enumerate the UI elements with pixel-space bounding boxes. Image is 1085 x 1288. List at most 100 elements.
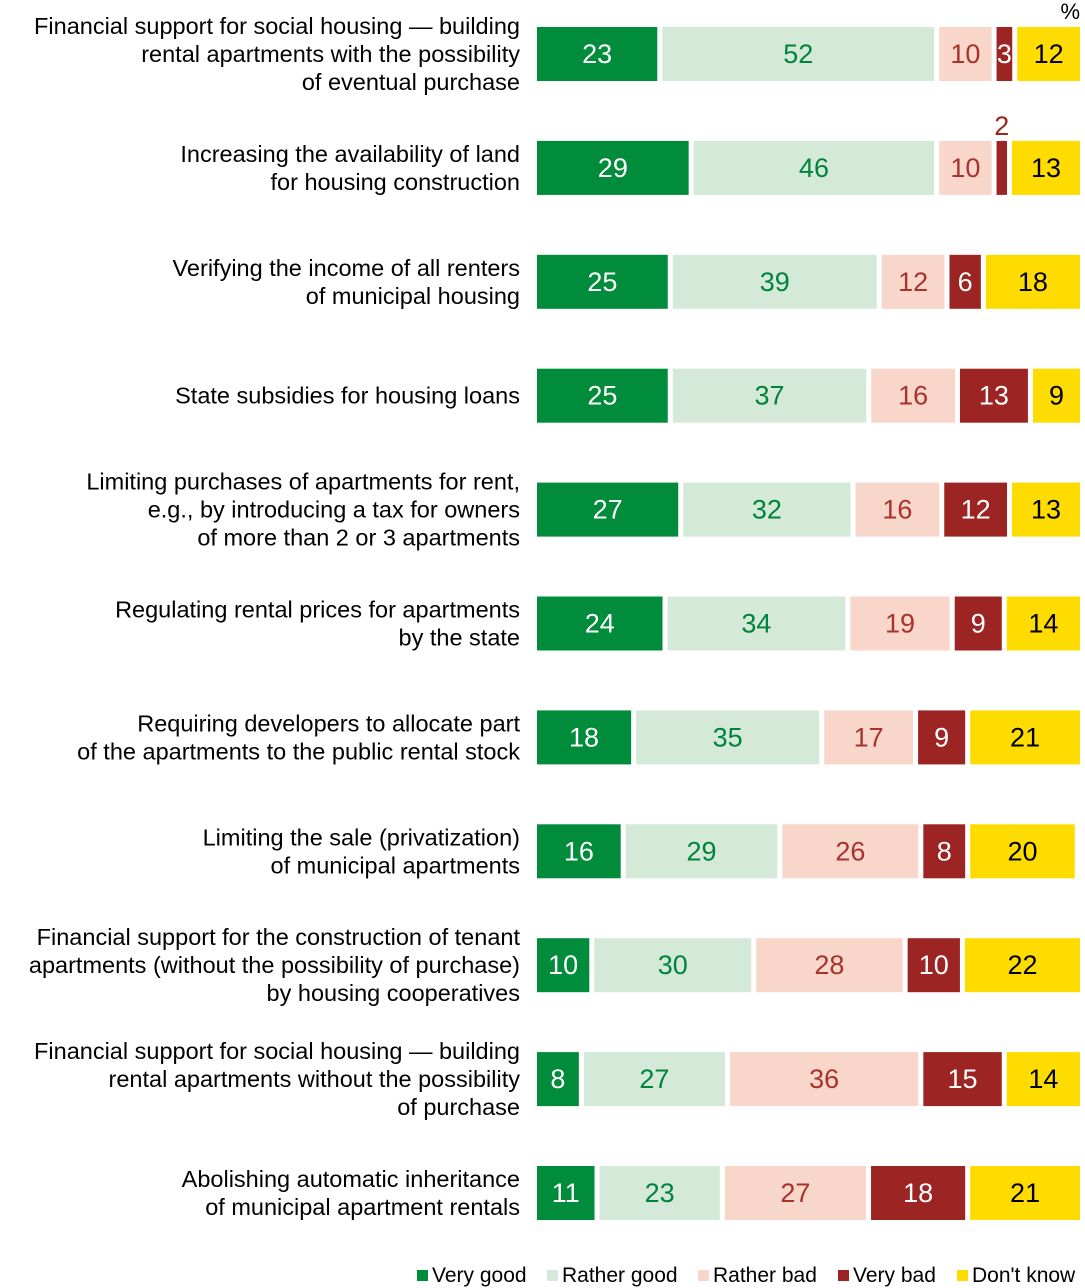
- data-label: 15: [948, 1064, 978, 1094]
- bar-segment: [1006, 596, 1080, 651]
- data-label: 12: [898, 267, 928, 297]
- bar-segment: [537, 938, 590, 993]
- category-label: by the state: [399, 625, 521, 651]
- data-label: 16: [898, 381, 928, 411]
- bar-segment: [537, 596, 663, 651]
- bar-segment: [923, 1052, 1002, 1107]
- data-label: 9: [1049, 381, 1064, 411]
- legend-label: Don't know: [972, 1264, 1076, 1287]
- bar-segment: [636, 710, 820, 765]
- bar-segment: [599, 1166, 720, 1220]
- data-label: 34: [741, 609, 771, 639]
- bar-segment: [996, 27, 1013, 81]
- bar-segment: [1012, 482, 1080, 537]
- bar-segment: [594, 938, 752, 993]
- bar-segment: [939, 140, 992, 195]
- bar-segment: [537, 482, 679, 537]
- bar-segment: [662, 27, 935, 81]
- bar-segment: [881, 254, 945, 309]
- legend-swatch: [838, 1270, 849, 1281]
- bar-segment: [944, 482, 1008, 537]
- legend-label: Rather bad: [713, 1264, 817, 1287]
- data-label: 10: [950, 39, 980, 69]
- data-label: 35: [713, 722, 743, 752]
- bar-segment: [918, 710, 966, 765]
- data-label: 14: [1028, 1064, 1058, 1094]
- bar-segment: [855, 482, 940, 537]
- data-label: 3: [997, 39, 1012, 69]
- bar-segment: [537, 140, 689, 195]
- bar-segment: [693, 140, 935, 195]
- data-label: 21: [1010, 1178, 1040, 1208]
- data-label: 9: [971, 609, 986, 639]
- data-label: 25: [587, 267, 617, 297]
- category-label: Limiting the sale (privatization): [203, 824, 520, 850]
- data-label: 27: [639, 1064, 669, 1094]
- bar-segment: [730, 1052, 919, 1107]
- data-label: 27: [780, 1178, 810, 1208]
- bar-segment: [537, 27, 658, 81]
- data-label: 10: [548, 950, 578, 980]
- legend-swatch: [417, 1270, 428, 1281]
- data-label: 9: [934, 722, 949, 752]
- data-label: 22: [1007, 950, 1037, 980]
- data-label: 20: [1007, 836, 1037, 866]
- bar-segment: [583, 1052, 726, 1107]
- data-label: 18: [903, 1178, 933, 1208]
- data-label: 37: [754, 381, 784, 411]
- data-label: 30: [658, 950, 688, 980]
- bar-segment: [537, 254, 668, 309]
- data-label: 16: [564, 836, 594, 866]
- data-label: 29: [686, 836, 716, 866]
- legend-label: Very bad: [853, 1264, 936, 1287]
- category-label: Verifying the income of all renters: [173, 255, 520, 281]
- data-label: 2: [994, 111, 1009, 141]
- data-label: 13: [1031, 153, 1061, 183]
- data-label: 36: [809, 1064, 839, 1094]
- data-label: 10: [919, 950, 949, 980]
- category-label: of the apartments to the public rental s…: [77, 738, 520, 764]
- bar-segment: [537, 368, 668, 423]
- bar-segment: [970, 824, 1075, 879]
- unit-label: %: [1060, 0, 1080, 24]
- bar-segment: [1006, 1052, 1080, 1107]
- data-label: 29: [598, 153, 628, 183]
- data-label: 13: [1031, 495, 1061, 525]
- category-label: Regulating rental prices for apartments: [115, 597, 520, 623]
- data-label: 16: [882, 495, 912, 525]
- bar-segment: [996, 140, 1008, 195]
- data-label: 10: [950, 153, 980, 183]
- bar-segment: [871, 1166, 966, 1220]
- legend-label: Rather good: [562, 1264, 678, 1287]
- bar-segment: [871, 368, 955, 423]
- data-label: 13: [979, 381, 1009, 411]
- legend: Very good Rather good Rather bad Very bad Do…: [417, 1264, 1076, 1287]
- category-label: Requiring developers to allocate part: [137, 710, 520, 736]
- bar-segment: [672, 368, 867, 423]
- category-label: rental apartments with the possibility: [141, 41, 520, 67]
- bar-segment: [625, 824, 778, 879]
- category-label: of municipal apartments: [271, 852, 520, 878]
- bar-segment: [1032, 368, 1080, 423]
- category-label: Financial support for the construction o…: [37, 924, 521, 950]
- bar-segment: [537, 710, 632, 765]
- data-label: 12: [1034, 39, 1064, 69]
- category-label: apartments (without the possibility of p…: [29, 952, 520, 978]
- legend-swatch: [957, 1270, 968, 1281]
- bar-segment: [537, 1166, 595, 1220]
- category-label: of more than 2 or 3 apartments: [197, 525, 520, 551]
- legend-swatch: [698, 1270, 709, 1281]
- bar-segment: [724, 1166, 867, 1220]
- bar-segment: [954, 596, 1002, 651]
- category-label: of municipal housing: [306, 283, 520, 309]
- data-label: 32: [752, 495, 782, 525]
- data-label: 28: [814, 950, 844, 980]
- data-label: 46: [799, 153, 829, 183]
- data-label: 8: [937, 836, 952, 866]
- data-label: 26: [835, 836, 865, 866]
- bar-segment: [923, 824, 966, 879]
- bar-segment: [970, 710, 1080, 765]
- data-label: 27: [593, 495, 623, 525]
- category-label: Limiting purchases of apartments for ren…: [86, 469, 520, 495]
- category-label: of purchase: [397, 1094, 520, 1120]
